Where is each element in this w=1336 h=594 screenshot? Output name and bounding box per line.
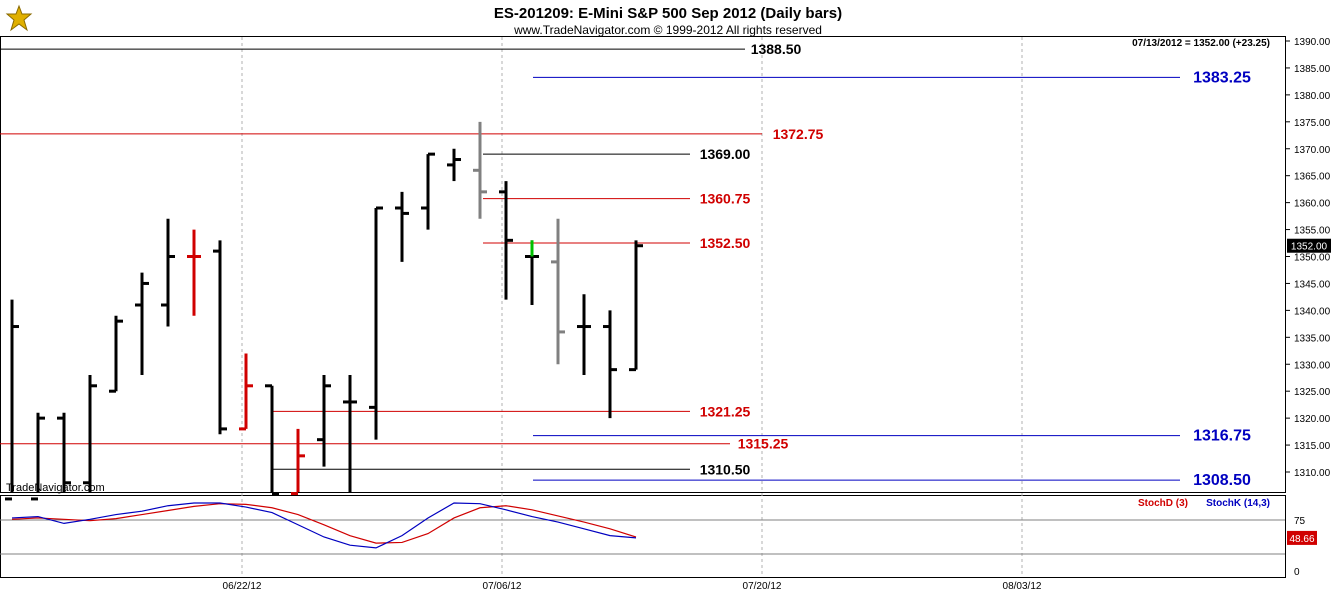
ohlc-bar [291, 428, 305, 496]
ohlc-bar [343, 375, 357, 492]
price-tick-label: 1390.00 [1294, 37, 1331, 48]
ohlc-bar [369, 206, 383, 440]
stoch-tick-label: 75 [1294, 516, 1306, 527]
price-tick-label: 1325.00 [1294, 387, 1331, 398]
level-label: 1372.75 [773, 126, 824, 142]
current-price-badge [1287, 238, 1331, 253]
price-tick-label: 1335.00 [1294, 333, 1331, 344]
stoch-value-badge [1287, 530, 1317, 545]
ohlc-bar [395, 191, 409, 262]
date-axis: 06/22/12 07/06/12 07/20/12 08/03/12 [223, 581, 1042, 592]
ohlc-bar [603, 310, 617, 419]
level-label: 1383.25 [1193, 69, 1251, 86]
stochd-legend: StochD (3) [1138, 498, 1188, 509]
level-label: 1360.75 [700, 191, 751, 207]
ohlc-bar [57, 412, 71, 492]
price-tick-label: 1355.00 [1294, 226, 1331, 237]
stochastic-panel: 75 0 48.66 [0, 502, 1317, 578]
watermark: TradeNavigator.com [6, 482, 105, 494]
level-label: 1388.50 [751, 41, 802, 57]
ohlc-bar [109, 315, 123, 393]
price-tick-label: 1350.00 [1294, 253, 1331, 264]
stoch-tick-label: 0 [1294, 567, 1300, 578]
ohlc-bar [421, 152, 435, 230]
price-tick-label: 1330.00 [1294, 360, 1331, 371]
ohlc-bar [499, 181, 513, 300]
ohlc-bar [629, 240, 643, 372]
price-tick-label: 1315.00 [1294, 441, 1331, 452]
price-tick-label: 1310.00 [1294, 468, 1331, 479]
ohlc-bar [31, 412, 45, 501]
chart-title: ES-201209: E-Mini S&P 500 Sep 2012 (Dail… [494, 5, 842, 22]
level-label: 1369.00 [700, 146, 751, 162]
grid-lines [241, 37, 1023, 577]
stochk-legend: StochK (14,3) [1206, 498, 1270, 509]
price-tick-label: 1360.00 [1294, 199, 1331, 210]
ohlc-bar [265, 384, 279, 496]
stochd-line [11, 503, 637, 544]
ohlc-bar [83, 375, 97, 492]
ohlc-bar [187, 229, 201, 316]
stoch-value-label: 48.66 [1289, 534, 1314, 545]
level-label: 1352.50 [700, 235, 751, 251]
price-tick-label: 1365.00 [1294, 172, 1331, 183]
ohlc-bar [525, 240, 539, 305]
date-label: 08/03/12 [1003, 581, 1042, 592]
date-label: 07/06/12 [483, 581, 522, 592]
trade-navigator-logo[interactable] [4, 4, 34, 34]
last-quote: 07/13/2012 = 1352.00 (+23.25) [1132, 38, 1270, 49]
ohlc-bars [5, 121, 643, 501]
price-tick-label: 1370.00 [1294, 145, 1331, 156]
price-axis: 1310.00 1315.00 1320.00 1325.00 1330.00 1335.… [1285, 37, 1331, 479]
price-tick-label: 1375.00 [1294, 118, 1331, 129]
current-price-label: 1352.00 [1291, 242, 1328, 253]
level-label: 1315.25 [738, 436, 789, 452]
ohlc-bar [5, 299, 19, 501]
level-label: 1316.75 [1193, 428, 1251, 445]
level-label: 1310.50 [700, 461, 751, 477]
ohlc-bar [447, 148, 461, 182]
date-label: 06/22/12 [223, 581, 262, 592]
price-tick-label: 1320.00 [1294, 414, 1331, 425]
price-panel-frame [0, 36, 1286, 493]
level-label: 1308.50 [1193, 472, 1251, 489]
price-tick-label: 1385.00 [1294, 64, 1331, 75]
level-label: 1321.25 [700, 403, 751, 419]
ohlc-bar [317, 375, 331, 467]
ohlc-bar [551, 218, 565, 365]
price-tick-label: 1345.00 [1294, 279, 1331, 290]
support-resistance-levels: 1388.50 1383.25 1372.75 1369.00 1360.75 1352.… [0, 41, 1251, 489]
ohlc-bar [135, 272, 149, 376]
ohlc-bar [161, 218, 175, 327]
date-label: 07/20/12 [743, 581, 782, 592]
ohlc-bar [213, 240, 227, 435]
price-tick-label: 1380.00 [1294, 91, 1331, 102]
copyright-text: www.TradeNavigator.com © 1999-2012 All r… [513, 23, 822, 37]
stochk-line [11, 502, 637, 549]
ohlc-bar [473, 121, 487, 219]
ohlc-bar [577, 294, 591, 376]
ohlc-bar [239, 353, 253, 431]
stoch-panel-frame [0, 495, 1286, 578]
price-tick-label: 1340.00 [1294, 306, 1331, 317]
